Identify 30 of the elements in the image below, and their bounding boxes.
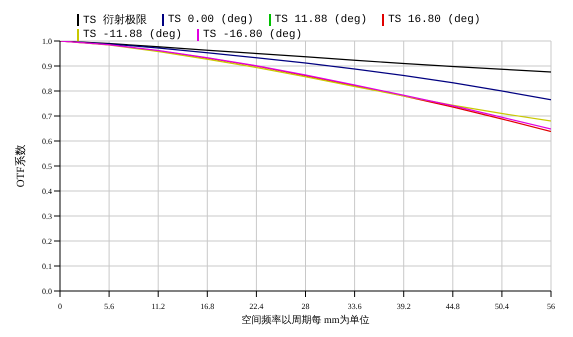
x-tick-label: 22.4 bbox=[249, 302, 264, 311]
y-tick-label: 0.2 bbox=[42, 236, 52, 246]
x-tick-label: 39.2 bbox=[396, 302, 411, 311]
x-tick-label: 44.8 bbox=[446, 302, 460, 311]
x-tick-label: 50.4 bbox=[494, 302, 509, 311]
legend-label: TS 衍射极限 bbox=[83, 13, 147, 27]
y-tick-label: 0.9 bbox=[42, 62, 52, 71]
x-tick-label: 5.6 bbox=[104, 302, 114, 311]
legend-label: TS 16.80 (deg) bbox=[388, 14, 480, 26]
legend-label: TS 0.00 (deg) bbox=[168, 14, 254, 26]
y-tick-label: 0.0 bbox=[42, 286, 52, 296]
x-tick-label: 16.8 bbox=[200, 302, 214, 311]
legend-label: TS 11.88 (deg) bbox=[274, 14, 368, 26]
x-tick-label: 28 bbox=[302, 302, 310, 311]
x-tick-label: 11.2 bbox=[151, 302, 166, 311]
y-tick-label: 1.0 bbox=[42, 36, 52, 46]
y-tick-label: 0.7 bbox=[42, 112, 52, 121]
x-axis-title: 空间频率以周期每 mm为单位 bbox=[241, 314, 370, 326]
y-tick-label: 0.1 bbox=[42, 262, 52, 271]
legend-label: TS -11.88 (deg) bbox=[83, 29, 182, 41]
y-tick-label: 0.6 bbox=[42, 136, 52, 146]
y-tick-label: 0.3 bbox=[42, 212, 52, 221]
y-tick-label: 0.4 bbox=[42, 186, 52, 196]
x-tick-label: 56 bbox=[547, 302, 555, 311]
x-tick-label: 0 bbox=[58, 302, 62, 311]
legend-label: TS -16.80 (deg) bbox=[203, 29, 302, 41]
y-tick-label: 0.5 bbox=[42, 162, 52, 171]
y-axis-title: OTF系数 bbox=[14, 144, 27, 188]
x-tick-label: 33.6 bbox=[348, 302, 362, 311]
y-tick-label: 0.8 bbox=[42, 86, 52, 96]
